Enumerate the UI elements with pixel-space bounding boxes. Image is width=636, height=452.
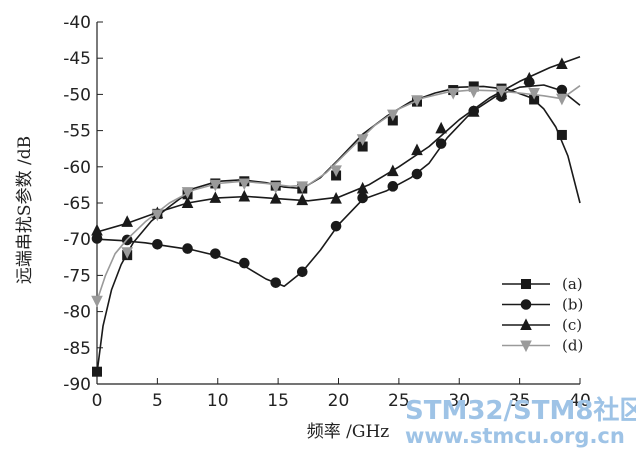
series-b-point (239, 257, 250, 269)
series-b-point (270, 277, 282, 288)
series-c-point (209, 191, 222, 203)
series-a-point (92, 366, 102, 377)
x-tick-label: 5 (152, 391, 163, 411)
legend-marker-c (520, 318, 532, 330)
series-b-point (387, 181, 399, 192)
x-axis-title: 频率 /GHz (307, 422, 390, 442)
series-d-point (238, 178, 251, 191)
series-b-point (152, 238, 163, 250)
series-b-point (210, 248, 221, 259)
y-tick-label: -70 (63, 230, 91, 250)
legend-item-a: (a) (502, 275, 583, 293)
series-c-point (435, 121, 447, 134)
y-axis-title: 远端串扰S参数 /dB (15, 136, 35, 284)
series-d-point (356, 134, 369, 146)
legend-label-b: (b) (562, 296, 583, 314)
y-tick-label: -50 (63, 85, 91, 105)
series-b-point (357, 192, 368, 204)
series-b-point (330, 220, 342, 232)
series-b-point (182, 243, 193, 254)
y-tick-label: -80 (63, 303, 91, 323)
series-c-point (269, 192, 282, 204)
y-tick-label: -60 (63, 158, 91, 178)
legend-label-a: (a) (562, 275, 583, 293)
series-c-point (467, 105, 480, 117)
series-c-point (387, 164, 399, 177)
legend-label-c: (c) (562, 316, 582, 334)
series-d (91, 85, 581, 308)
legend-label-d: (d) (562, 337, 583, 355)
series-b-line (96, 84, 581, 288)
y-tick-label: -45 (63, 49, 91, 69)
y-tick-label: -90 (63, 375, 91, 395)
series-d-point (495, 85, 508, 98)
legend-item-d: (d) (502, 337, 583, 355)
series-c-point (356, 181, 369, 194)
series-c-point (181, 196, 194, 208)
y-tick-label: -75 (63, 266, 91, 286)
series-d-line (96, 85, 581, 301)
x-tick-label: 15 (267, 391, 289, 411)
series-d-point (387, 109, 399, 122)
x-tick-label: 0 (92, 391, 103, 411)
series-c-point (411, 143, 423, 156)
series-d-point (296, 181, 309, 193)
y-tick-label: -85 (63, 339, 91, 359)
x-tick-label: 10 (207, 391, 229, 411)
series-c-point (121, 215, 133, 227)
series-a-point (556, 129, 567, 140)
y-tick-label: -40 (63, 13, 91, 33)
series-c (91, 56, 581, 236)
x-tick-label: 25 (388, 391, 410, 411)
watermark-line-2: www.stmcu.org.cn (405, 424, 625, 448)
y-tick-label: -65 (63, 194, 91, 214)
x-tick-label: 30 (448, 391, 470, 411)
legend: (a) (b) (c) (d) (502, 275, 583, 355)
series-c-point (523, 71, 536, 84)
series-c-point (238, 189, 251, 202)
series-d-point (151, 209, 164, 222)
series-a-line (96, 85, 581, 374)
series-d-point (121, 247, 133, 259)
series-d-point (528, 87, 540, 100)
series-c-point (296, 193, 309, 206)
watermark-line-1: STM32/STM8社区 (405, 395, 636, 426)
legend-item-c: (c) (502, 316, 582, 334)
series-b-point (556, 84, 568, 96)
legend-marker-d (520, 340, 532, 353)
legend-marker-b (520, 299, 532, 310)
x-tick-label: 20 (328, 391, 350, 411)
series-d-point (411, 95, 423, 107)
series-b-point (435, 138, 447, 149)
series-b-point (411, 168, 423, 180)
x-tick-label: 35 (509, 391, 531, 411)
series-layer (91, 56, 581, 377)
series-b-point (296, 266, 308, 278)
x-tick-label: 40 (569, 391, 591, 411)
series-d-point (447, 87, 460, 100)
series-c-point (330, 192, 342, 204)
legend-item-b: (b) (502, 296, 583, 314)
legend-marker-a (521, 279, 531, 289)
series-c-point (556, 57, 568, 69)
series-d-point (181, 187, 194, 199)
series-d-point (269, 182, 282, 194)
series-d-point (556, 93, 568, 106)
series-c-point (91, 223, 103, 236)
series-d-point (467, 86, 480, 99)
series-b (91, 76, 581, 288)
series-d-point (209, 179, 222, 192)
series-d-point (91, 295, 103, 308)
axes: -90 -85 -80 -75 -70 -65 -60 -55 -50 -45 -40 0 5 10 15 2… (63, 13, 591, 411)
y-tick-label: -55 (63, 122, 91, 142)
series-d-point (330, 165, 342, 178)
